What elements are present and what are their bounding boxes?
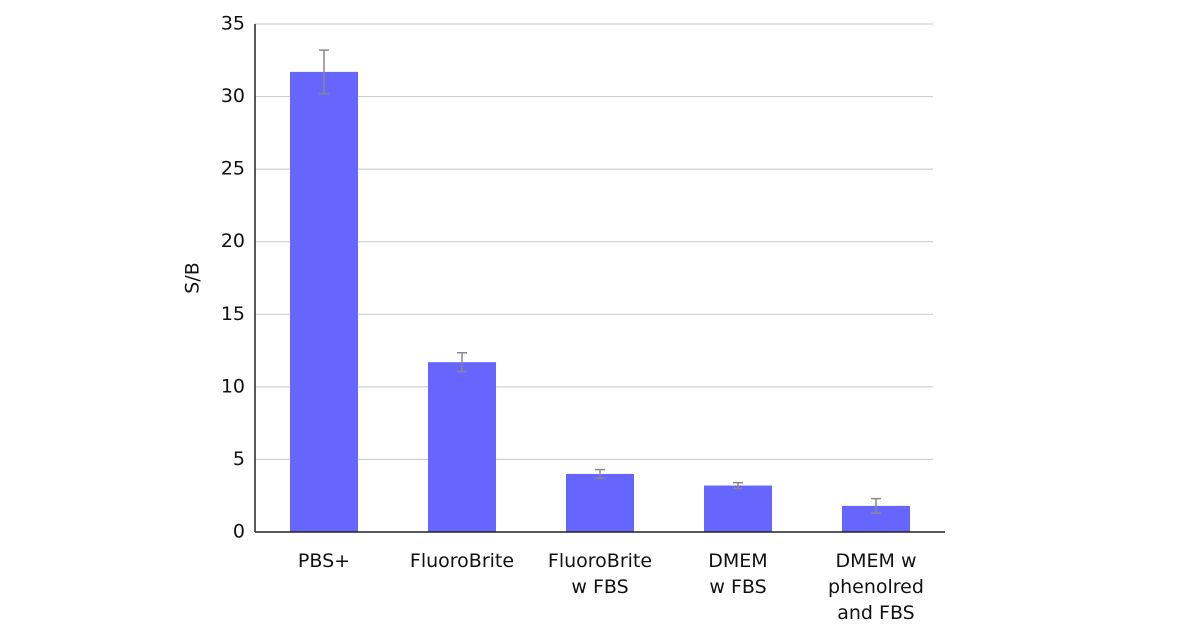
bar xyxy=(290,71,358,532)
x-tick-label: PBS+ xyxy=(297,550,351,572)
y-tick-label: 5 xyxy=(233,448,245,470)
y-tick-label: 10 xyxy=(221,375,245,397)
x-tick-label: DMEM w FBS xyxy=(708,550,768,598)
y-tick-label: 20 xyxy=(221,230,245,252)
x-tick-label: FluoroBrite xyxy=(409,550,515,572)
bar xyxy=(704,485,772,532)
bar xyxy=(428,362,496,532)
x-tick-label: FluoroBrite w FBS xyxy=(547,550,653,598)
y-tick-label: 30 xyxy=(221,85,245,107)
y-tick-label: 0 xyxy=(233,521,245,543)
y-tick-label: 15 xyxy=(221,303,245,325)
bar xyxy=(566,473,634,532)
y-axis-label: S/B xyxy=(182,262,204,294)
y-tick-label: 35 xyxy=(221,13,245,35)
x-tick-label: DMEM w phenolred and FBS xyxy=(828,550,924,624)
y-tick-label: 25 xyxy=(221,158,245,180)
